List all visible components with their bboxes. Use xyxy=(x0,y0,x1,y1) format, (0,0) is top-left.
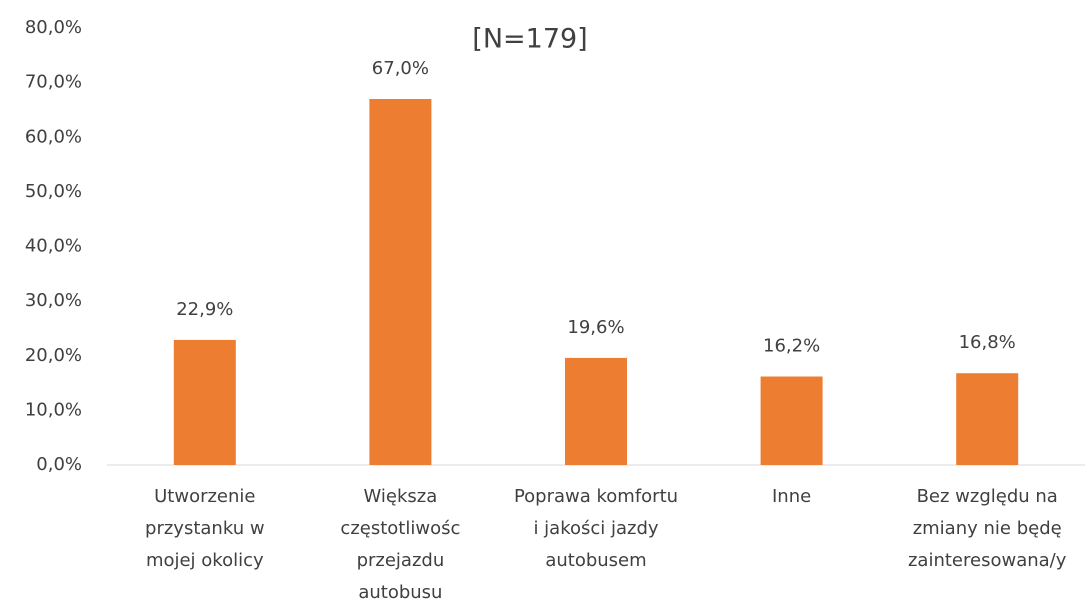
x-tick-label: przystanku w xyxy=(145,518,265,539)
x-tick-label: autobusu xyxy=(358,582,442,603)
x-tick-label: Inne xyxy=(772,486,811,507)
bar xyxy=(956,373,1019,465)
x-tick-label: Większa xyxy=(364,486,438,507)
bar xyxy=(760,376,823,465)
x-tick-label: Poprawa komfortu xyxy=(514,486,678,507)
x-tick-label: częstotliwośc xyxy=(340,518,460,539)
x-tick-label: Bez względu na xyxy=(917,486,1058,507)
y-tick-label: 50,0% xyxy=(25,181,82,202)
chart-title: [N=179] xyxy=(472,24,587,55)
x-tick-label: przejazdu xyxy=(357,550,445,571)
y-tick-label: 80,0% xyxy=(25,17,82,38)
x-tick-label: autobusem xyxy=(545,550,646,571)
y-tick-label: 40,0% xyxy=(25,236,82,257)
data-label: 19,6% xyxy=(567,317,624,338)
bar xyxy=(565,357,627,465)
y-tick-label: 70,0% xyxy=(25,72,82,93)
y-tick-label: 10,0% xyxy=(25,399,82,420)
y-tick-label: 30,0% xyxy=(25,290,82,311)
y-tick-label: 60,0% xyxy=(25,126,82,147)
y-tick-label: 0,0% xyxy=(36,454,82,475)
data-label: 67,0% xyxy=(372,58,429,79)
bar xyxy=(369,99,432,465)
data-label: 16,2% xyxy=(763,336,820,357)
y-tick-label: 20,0% xyxy=(25,345,82,366)
x-tick-label: i jakości jazdy xyxy=(533,518,658,539)
x-tick-label: Utworzenie xyxy=(154,486,255,507)
data-label: 22,9% xyxy=(176,299,233,320)
x-tick-label: mojej okolicy xyxy=(146,550,264,571)
x-tick-label: zainteresowana/y xyxy=(908,550,1067,571)
bar xyxy=(173,339,236,465)
x-tick-label: zmiany nie będę xyxy=(913,518,1062,539)
data-label: 16,8% xyxy=(959,332,1016,353)
